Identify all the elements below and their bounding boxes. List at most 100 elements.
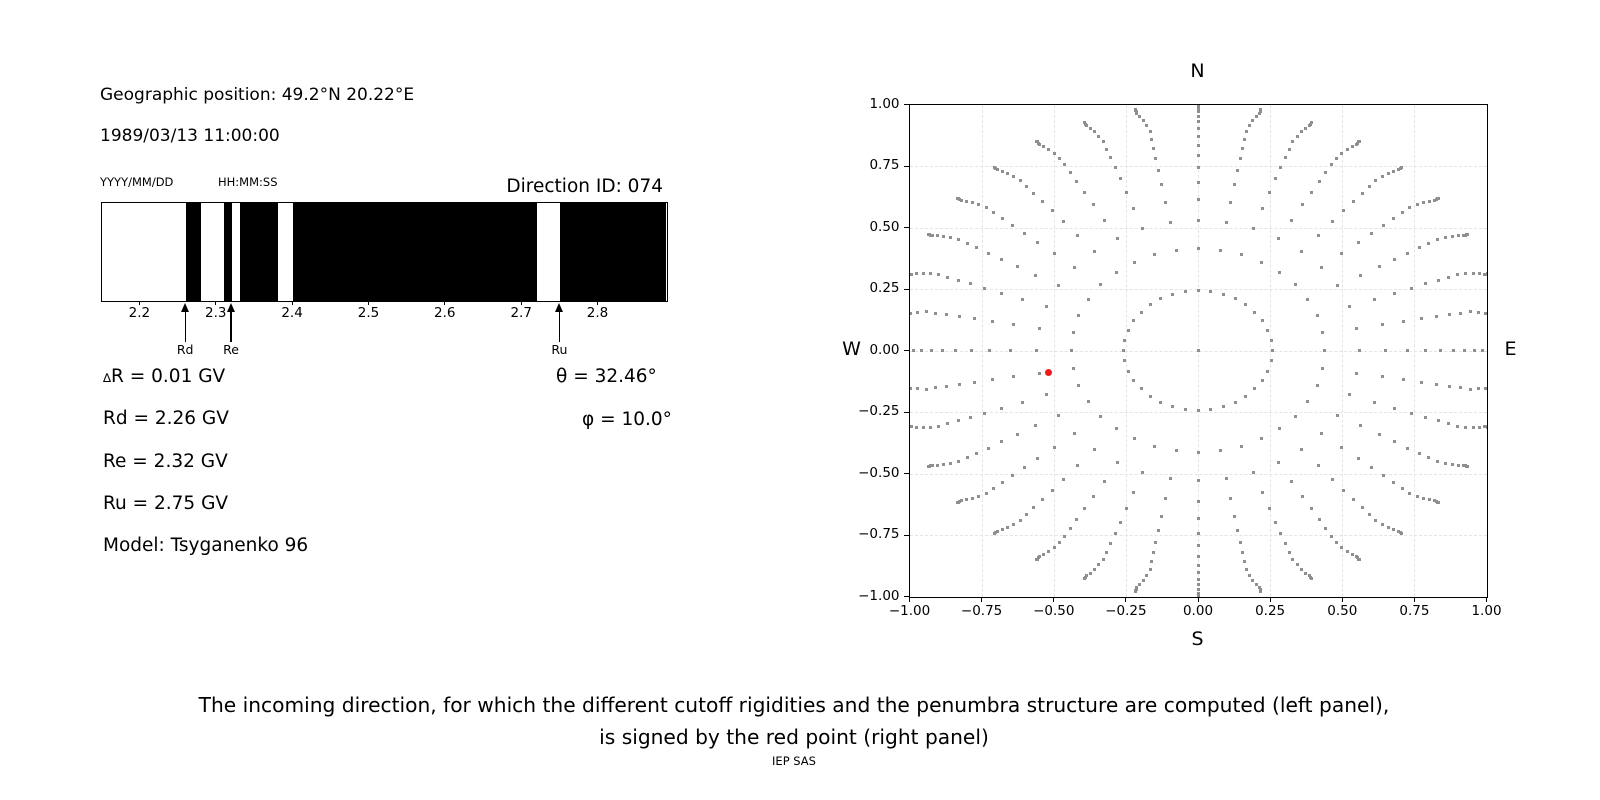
direction-dot	[1417, 451, 1421, 455]
direction-dot	[1221, 405, 1225, 409]
direction-dot	[1053, 252, 1056, 256]
direction-dot	[1040, 498, 1044, 502]
direction-dot	[1083, 190, 1086, 194]
direction-dot	[1471, 272, 1475, 275]
direction-dot	[1196, 114, 1200, 118]
direction-dot	[1260, 207, 1264, 211]
direction-dot	[1062, 477, 1066, 481]
direction-dot	[1279, 532, 1283, 536]
y-tick	[903, 411, 909, 413]
direction-dot	[1118, 520, 1122, 524]
direction-dot	[1435, 382, 1439, 386]
direction-dot	[936, 425, 940, 428]
direction-dot	[1321, 331, 1325, 335]
direction-dot	[1115, 427, 1118, 431]
direction-dot	[916, 310, 920, 314]
direction-id-label: Direction ID: 074	[506, 176, 663, 197]
direction-dot	[1482, 424, 1486, 428]
direction-dot	[1164, 497, 1167, 501]
x-tick	[597, 301, 598, 305]
direction-dot	[942, 463, 946, 467]
direction-dot	[1196, 154, 1200, 158]
direction-dot	[1000, 481, 1004, 485]
direction-dot	[1345, 147, 1349, 151]
x-tick-label: 2.4	[281, 305, 303, 321]
direction-dot	[957, 315, 961, 319]
direction-dot	[1126, 328, 1130, 332]
x-tick-label: 2.3	[205, 305, 227, 321]
direction-dot	[1315, 383, 1319, 387]
direction-dot	[1000, 528, 1004, 532]
direction-dot	[915, 425, 919, 429]
direction-dot	[1139, 387, 1143, 391]
direction-dot	[946, 422, 949, 426]
direction-dot	[1196, 478, 1200, 482]
direction-dot	[928, 272, 932, 276]
direction-dot	[1269, 338, 1273, 342]
x-tick	[909, 597, 910, 602]
phi-value: φ = 10.0°	[582, 409, 672, 430]
direction-dot	[1132, 378, 1136, 382]
direction-dot	[1063, 163, 1067, 167]
direction-dot	[1160, 514, 1164, 518]
direction-dot	[1057, 413, 1060, 417]
direction-dot	[1047, 147, 1051, 151]
x-tick-label: 2.5	[357, 305, 380, 321]
y-tick-label: 0.50	[869, 218, 900, 235]
direction-dot	[1464, 425, 1468, 429]
direction-dot	[1075, 517, 1079, 521]
direction-dot	[1393, 257, 1397, 261]
direction-dot	[1355, 371, 1359, 375]
direction-dot	[1139, 310, 1143, 314]
direction-dot	[1334, 541, 1338, 545]
x-tick-label: −0.50	[1033, 602, 1075, 619]
direction-dot	[1034, 424, 1038, 428]
ru-arrow-head	[554, 303, 563, 312]
direction-dot	[1042, 553, 1046, 557]
direction-dot	[1047, 550, 1051, 554]
y-tick	[903, 534, 909, 536]
direction-dot	[1456, 273, 1460, 276]
x-tick-label: 0.00	[1182, 602, 1214, 619]
direction-dot	[1402, 378, 1406, 382]
direction-dot	[965, 241, 969, 245]
direction-dot	[1406, 251, 1410, 255]
time-format-label: HH:MM:SS	[218, 175, 278, 189]
direction-dot	[1174, 449, 1178, 453]
direction-dot	[1428, 498, 1432, 502]
credit-label: IEP SAS	[772, 754, 816, 768]
direction-dot	[1260, 490, 1264, 494]
direction-dot	[1109, 542, 1113, 546]
direction-dot	[1259, 260, 1263, 264]
direction-dot	[1196, 531, 1200, 535]
delta-r-text: R = 0.01 GV	[111, 366, 226, 387]
direction-dot	[1435, 237, 1439, 241]
direction-dot	[1118, 177, 1122, 181]
direction-dot	[1238, 541, 1242, 544]
direction-dot	[1154, 157, 1158, 160]
caption-line-1: The incoming direction, for which the di…	[198, 693, 1390, 717]
direction-dot	[968, 415, 972, 419]
direction-dot	[1428, 199, 1432, 203]
direction-dot	[1102, 557, 1105, 561]
direction-dot	[1316, 233, 1320, 237]
direction-dot	[1093, 130, 1097, 133]
direction-dot	[1105, 550, 1109, 554]
direction-dot	[1239, 444, 1243, 448]
direction-dot	[1336, 413, 1339, 417]
direction-dot	[1221, 292, 1225, 296]
direction-dot	[1132, 490, 1136, 494]
rd-arrow-head	[180, 303, 189, 312]
direction-dot	[1164, 200, 1167, 204]
direction-dot	[1141, 579, 1145, 583]
direction-dot	[1157, 169, 1161, 173]
direction-dot	[1006, 171, 1010, 175]
direction-dot	[1247, 574, 1251, 577]
direction-dot	[1291, 140, 1294, 144]
x-tick	[1413, 597, 1415, 602]
direction-dot	[1099, 283, 1103, 287]
direction-dot	[1171, 292, 1175, 296]
direction-dot	[1448, 313, 1451, 317]
direction-dot	[987, 349, 991, 352]
direction-dot	[1123, 359, 1127, 363]
